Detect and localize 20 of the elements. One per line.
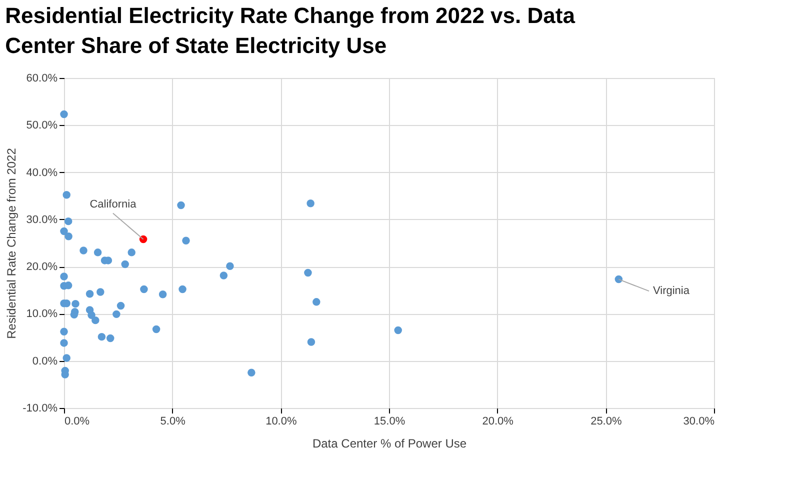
x-tick-label: 0.0% bbox=[64, 416, 90, 428]
annotation: California bbox=[90, 198, 138, 210]
y-tick-label: -10.0% bbox=[22, 402, 58, 414]
y-tick-label: 20.0% bbox=[26, 261, 58, 274]
x-tick-label: 5.0% bbox=[160, 416, 186, 428]
x-tick-label: 30.0% bbox=[683, 416, 715, 428]
y-tick-label: 60.0% bbox=[26, 72, 58, 84]
y-tick-label: 30.0% bbox=[26, 214, 58, 226]
y-axis-title: Residential Rate Change from 2022 bbox=[4, 148, 19, 339]
annotation: Virginia bbox=[653, 285, 690, 298]
y-tick-label: 50.0% bbox=[26, 120, 58, 132]
x-tick-label: 25.0% bbox=[590, 416, 622, 428]
x-tick-label: 20.0% bbox=[482, 416, 514, 428]
y-tick-label: 0.0% bbox=[32, 355, 58, 368]
chart-title: Residential Electricity Rate Change from 2022 vs. Data Center Share of State Electricity Use bbox=[5, 3, 576, 58]
x-tick-label: 15.0% bbox=[374, 416, 406, 428]
x-tick-label: 10.0% bbox=[266, 416, 297, 428]
y-tick-label: 40.0% bbox=[26, 166, 58, 179]
y-tick-label: 10.0% bbox=[26, 308, 58, 320]
x-axis-title: Data Center % of Power Use bbox=[312, 436, 467, 450]
